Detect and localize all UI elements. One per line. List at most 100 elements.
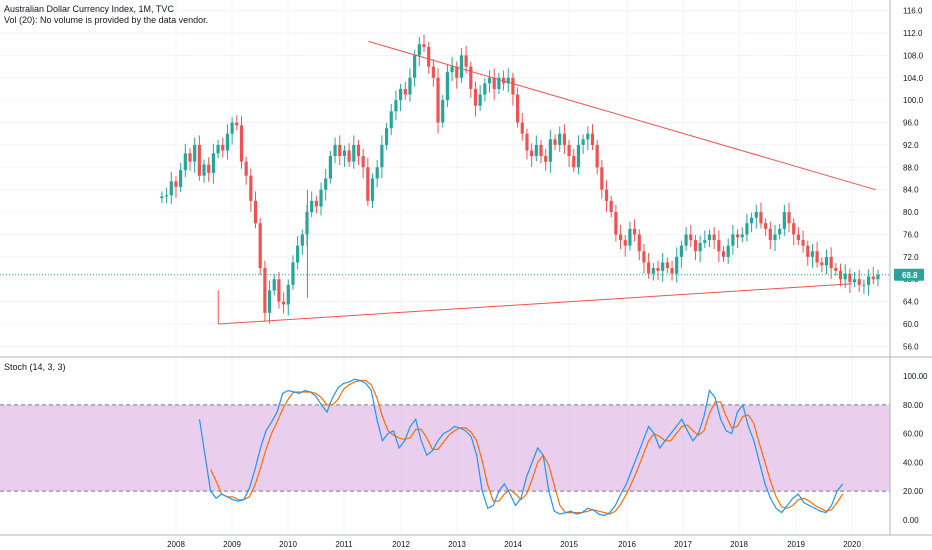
candle[interactable]: [459, 48, 464, 83]
candle[interactable]: [735, 229, 740, 249]
candle[interactable]: [843, 264, 847, 289]
candle[interactable]: [464, 45, 468, 74]
candle[interactable]: [324, 168, 328, 201]
candle[interactable]: [211, 143, 215, 184]
candle[interactable]: [586, 126, 590, 151]
candle[interactable]: [815, 241, 819, 268]
candle[interactable]: [651, 263, 655, 281]
candle[interactable]: [857, 269, 861, 292]
candle[interactable]: [370, 173, 375, 208]
candle[interactable]: [810, 243, 815, 268]
candle[interactable]: [614, 204, 618, 242]
candle[interactable]: [632, 219, 637, 242]
candle[interactable]: [398, 83, 403, 112]
candle[interactable]: [576, 135, 581, 175]
stoch-pane[interactable]: [0, 378, 890, 517]
candle[interactable]: [291, 255, 295, 290]
candle[interactable]: [717, 230, 721, 263]
candle[interactable]: [366, 157, 370, 206]
candle[interactable]: [749, 212, 754, 233]
candle[interactable]: [754, 204, 758, 229]
candle[interactable]: [539, 139, 543, 164]
candle[interactable]: [707, 229, 712, 248]
candle[interactable]: [413, 50, 417, 87]
candle[interactable]: [342, 145, 347, 168]
candle[interactable]: [511, 72, 515, 106]
candle[interactable]: [207, 157, 211, 182]
candle[interactable]: [197, 135, 201, 181]
price-scale[interactable]: 56.060.064.068.072.076.080.084.088.092.0…: [889, 0, 928, 535]
candle[interactable]: [235, 115, 239, 131]
candle[interactable]: [263, 260, 267, 322]
candle[interactable]: [408, 68, 412, 102]
candle[interactable]: [202, 159, 206, 183]
candle[interactable]: [427, 41, 431, 74]
candle[interactable]: [384, 123, 389, 150]
candle[interactable]: [731, 224, 735, 255]
candle[interactable]: [693, 235, 698, 261]
candle[interactable]: [623, 235, 627, 257]
candle[interactable]: [520, 113, 524, 141]
candle[interactable]: [642, 243, 646, 274]
candle[interactable]: [721, 246, 726, 262]
candle[interactable]: [768, 221, 772, 250]
candle[interactable]: [338, 135, 342, 166]
candle[interactable]: [590, 124, 595, 150]
candle[interactable]: [225, 124, 230, 160]
candle[interactable]: [876, 269, 880, 287]
candle[interactable]: [661, 252, 665, 282]
candle[interactable]: [684, 227, 688, 251]
candle[interactable]: [726, 238, 730, 264]
candle[interactable]: [595, 139, 599, 175]
candle[interactable]: [778, 223, 782, 240]
candle[interactable]: [258, 218, 262, 276]
candle[interactable]: [698, 235, 702, 263]
candle[interactable]: [286, 279, 290, 316]
candle[interactable]: [665, 257, 669, 274]
candle[interactable]: [866, 269, 871, 296]
candles[interactable]: [160, 34, 880, 325]
candle[interactable]: [314, 195, 318, 214]
candle[interactable]: [469, 61, 473, 98]
candle[interactable]: [473, 81, 478, 117]
candle[interactable]: [319, 182, 323, 216]
candle[interactable]: [675, 247, 679, 283]
candle[interactable]: [478, 85, 482, 111]
candle[interactable]: [782, 204, 786, 236]
candle[interactable]: [356, 139, 361, 166]
candle[interactable]: [604, 180, 609, 212]
candle[interactable]: [445, 64, 449, 108]
candle[interactable]: [656, 260, 660, 280]
candle[interactable]: [483, 78, 487, 102]
candle[interactable]: [267, 280, 272, 324]
candle[interactable]: [501, 70, 506, 91]
candle[interactable]: [160, 191, 164, 204]
candle[interactable]: [628, 221, 632, 251]
candle[interactable]: [216, 139, 220, 159]
candle[interactable]: [534, 135, 538, 162]
candle[interactable]: [787, 202, 791, 233]
trendlines[interactable]: [218, 40, 876, 325]
candle[interactable]: [394, 90, 398, 121]
candle[interactable]: [829, 247, 833, 279]
candle[interactable]: [328, 151, 332, 184]
candle[interactable]: [431, 59, 435, 87]
candle[interactable]: [806, 240, 810, 266]
candle[interactable]: [562, 124, 566, 154]
candle[interactable]: [600, 160, 604, 199]
candle[interactable]: [567, 139, 571, 168]
stoch-d-line[interactable]: [210, 379, 844, 515]
candle[interactable]: [296, 236, 300, 270]
candle[interactable]: [740, 227, 744, 243]
stoch-k-line[interactable]: [198, 378, 844, 517]
candle[interactable]: [581, 134, 585, 154]
candle[interactable]: [712, 227, 716, 250]
candle[interactable]: [183, 143, 187, 178]
candle[interactable]: [188, 148, 192, 171]
candle[interactable]: [300, 229, 304, 255]
time-scale[interactable]: 2008 2009 2010 2011 2012 2013 2014 2015 2016 2017…: [0, 534, 932, 549]
candle[interactable]: [174, 176, 178, 198]
candle[interactable]: [773, 224, 777, 251]
candle[interactable]: [689, 224, 693, 248]
